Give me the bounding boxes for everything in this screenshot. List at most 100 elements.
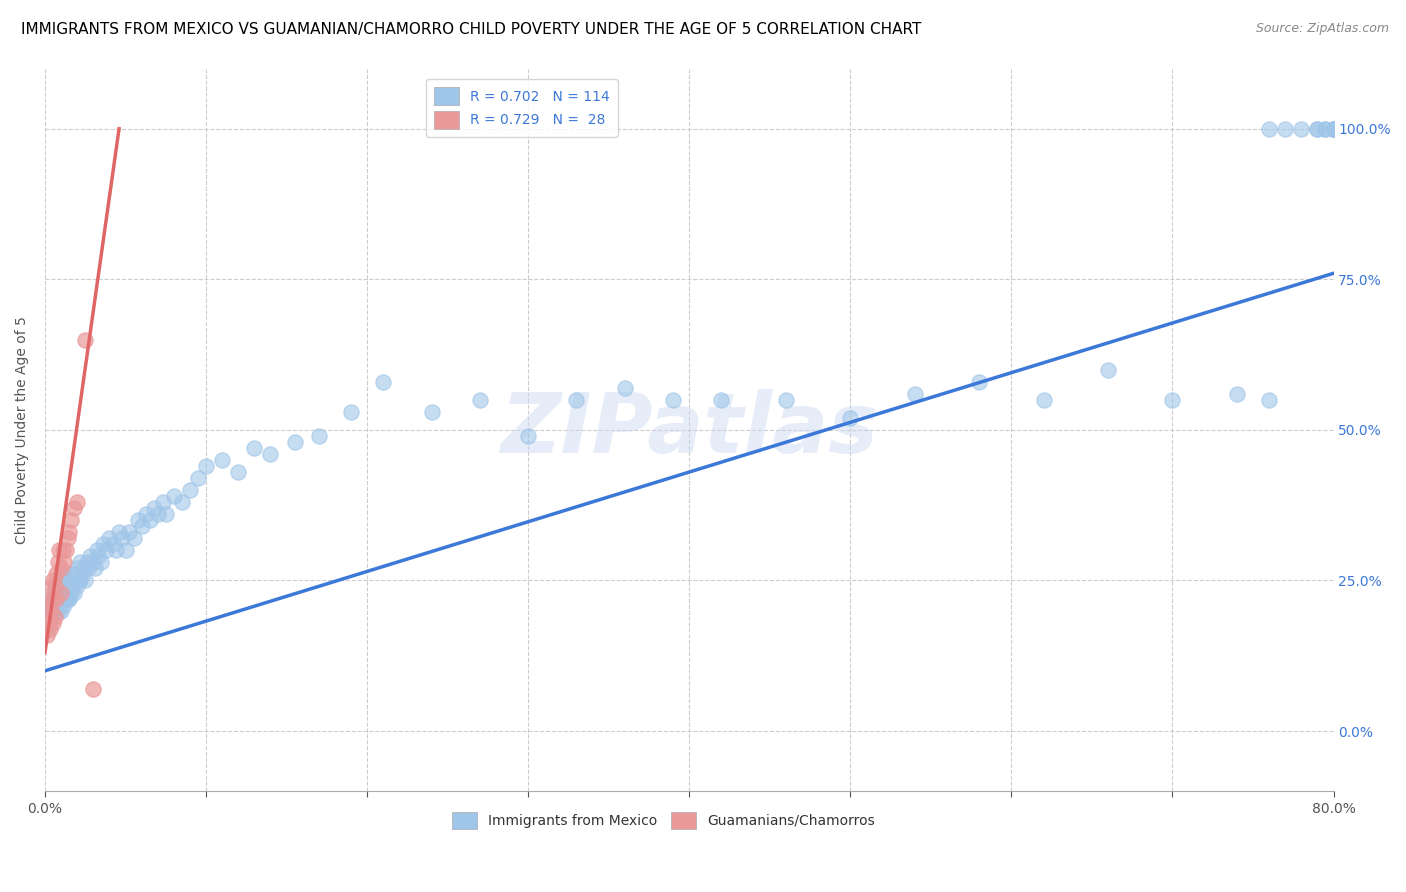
Point (48, 604, 70, 618)
Point (58, 525, 80, 540)
Point (127, 513, 149, 527)
Point (1274, 121, 1296, 136)
Point (1306, 121, 1329, 136)
Point (1322, 121, 1344, 136)
Point (69, 574, 91, 588)
Point (420, 405, 443, 419)
Point (143, 501, 166, 516)
Point (146, 507, 169, 521)
Point (45, 604, 67, 618)
Point (75, 333, 97, 347)
Point (42, 604, 65, 618)
Point (135, 507, 157, 521)
Point (170, 495, 193, 509)
Point (53, 598, 76, 612)
Point (83, 561, 105, 575)
Point (118, 525, 141, 540)
Point (46, 591, 69, 606)
Point (122, 531, 145, 545)
Point (179, 483, 201, 497)
Point (1315, 121, 1337, 136)
Point (91, 537, 114, 551)
Point (55, 579, 77, 593)
Point (66, 495, 89, 509)
Point (839, 410, 862, 425)
Point (52, 543, 75, 558)
Point (49, 604, 72, 618)
Point (67, 574, 90, 588)
Point (37, 615, 59, 630)
Point (63, 567, 86, 582)
Point (86, 543, 108, 558)
Point (44, 609, 66, 624)
Point (163, 489, 186, 503)
Point (58, 574, 80, 588)
Point (37, 604, 59, 618)
Point (1258, 121, 1281, 136)
Point (66, 561, 89, 575)
Point (1161, 392, 1184, 407)
Point (45, 585, 67, 599)
Point (45, 598, 67, 612)
Point (373, 375, 395, 389)
Point (42, 615, 65, 630)
Point (195, 458, 218, 473)
Point (104, 543, 127, 558)
Point (967, 375, 990, 389)
Y-axis label: Child Poverty Under the Age of 5: Child Poverty Under the Age of 5 (15, 316, 30, 544)
Point (38, 615, 60, 630)
Point (101, 537, 124, 551)
Text: ZIPatlas: ZIPatlas (501, 390, 879, 470)
Point (49, 585, 72, 599)
Point (65, 574, 87, 588)
Point (56, 574, 79, 588)
Point (56, 591, 79, 606)
Point (90, 555, 112, 569)
Point (96, 543, 118, 558)
Point (1291, 121, 1313, 136)
Point (38, 591, 60, 606)
Point (259, 447, 281, 461)
Point (38, 622, 60, 636)
Point (56, 531, 79, 545)
Point (108, 525, 131, 540)
Point (59, 567, 82, 582)
Point (49, 579, 72, 593)
Point (82, 555, 104, 569)
Point (1315, 121, 1337, 136)
Point (41, 604, 63, 618)
Point (53, 567, 76, 582)
Point (904, 386, 927, 401)
Point (1322, 121, 1344, 136)
Point (226, 465, 249, 479)
Point (111, 531, 134, 545)
Point (53, 555, 76, 569)
Point (138, 513, 160, 527)
Point (59, 585, 82, 599)
Point (42, 591, 65, 606)
Point (66, 579, 89, 593)
Point (58, 591, 80, 606)
Point (211, 453, 233, 467)
Point (63, 501, 86, 516)
Point (76, 555, 98, 569)
Point (45, 591, 67, 606)
Point (1226, 386, 1249, 401)
Point (48, 543, 70, 558)
Point (1322, 121, 1344, 136)
Point (187, 471, 209, 485)
Point (41, 604, 63, 618)
Point (662, 392, 685, 407)
Point (41, 598, 63, 612)
Point (114, 543, 136, 558)
Point (49, 561, 72, 575)
Point (49, 591, 72, 606)
Point (72, 561, 94, 575)
Point (59, 513, 82, 527)
Point (41, 579, 63, 593)
Point (42, 591, 65, 606)
Point (35, 628, 58, 642)
Point (1032, 392, 1054, 407)
Point (340, 405, 363, 419)
Point (42, 574, 65, 588)
